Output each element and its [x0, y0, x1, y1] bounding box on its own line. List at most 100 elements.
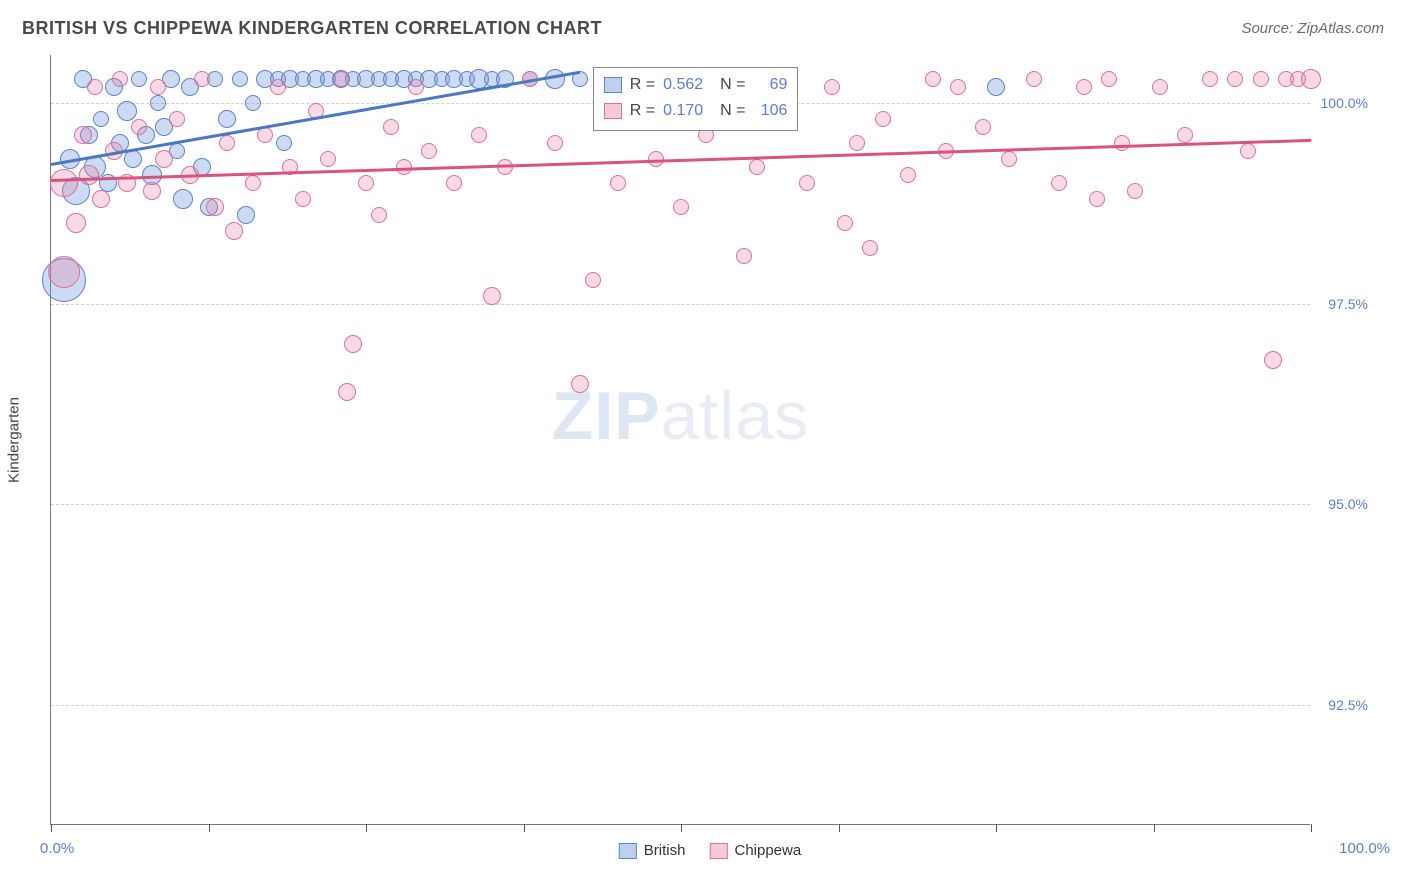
legend-item: British [619, 842, 686, 859]
stats-r-label: R = [630, 72, 655, 98]
x-axis-min-label: 0.0% [40, 840, 74, 857]
data-point [237, 206, 255, 224]
trend-line [51, 139, 1311, 182]
data-point [344, 335, 362, 353]
data-point [950, 79, 966, 95]
x-tick [524, 824, 525, 832]
stats-r-value: 0.170 [663, 98, 703, 124]
y-tick-label: 97.5% [1316, 296, 1368, 312]
stats-swatch [604, 103, 622, 119]
data-point [150, 79, 166, 95]
data-point [408, 79, 424, 95]
data-point [547, 135, 563, 151]
data-point [276, 135, 292, 151]
data-point [270, 79, 286, 95]
legend-label: British [644, 842, 686, 859]
data-point [421, 143, 437, 159]
x-tick [209, 824, 210, 832]
data-point [1114, 135, 1130, 151]
x-tick [1154, 824, 1155, 832]
data-point [358, 175, 374, 191]
plot-area: ZIPatlas 92.5%95.0%97.5%100.0%R =0.562 N… [50, 55, 1310, 825]
data-point [1089, 191, 1105, 207]
stats-swatch [604, 77, 622, 93]
x-tick [996, 824, 997, 832]
data-point [131, 71, 147, 87]
data-point [1227, 71, 1243, 87]
data-point [1026, 71, 1042, 87]
data-point [150, 95, 166, 111]
data-point [155, 150, 173, 168]
data-point [736, 248, 752, 264]
x-tick [366, 824, 367, 832]
stats-n-label: N = [711, 98, 745, 124]
data-point [585, 272, 601, 288]
data-point [112, 71, 128, 87]
data-point [143, 182, 161, 200]
data-point [1101, 71, 1117, 87]
data-point [206, 198, 224, 216]
data-point [1240, 143, 1256, 159]
data-point [824, 79, 840, 95]
gridline-h [51, 504, 1310, 505]
chart-container: Kindergarten ZIPatlas 92.5%95.0%97.5%100… [50, 55, 1370, 825]
data-point [1177, 127, 1193, 143]
data-point [673, 199, 689, 215]
data-point [610, 175, 626, 191]
y-tick-label: 100.0% [1316, 95, 1368, 111]
data-point [333, 71, 349, 87]
data-point [169, 111, 185, 127]
y-axis-label: Kindergarten [6, 397, 23, 483]
data-point [245, 175, 261, 191]
stats-row: R =0.562 N =69 [604, 72, 788, 98]
data-point [117, 101, 137, 121]
stats-row: R = 0.170 N = 106 [604, 98, 788, 124]
data-point [92, 190, 110, 208]
data-point [74, 126, 92, 144]
data-point [497, 159, 513, 175]
data-point [900, 167, 916, 183]
stats-box: R =0.562 N =69R =0.170 N =106 [593, 67, 799, 131]
data-point [1264, 351, 1282, 369]
data-point [446, 175, 462, 191]
legend-label: Chippewa [734, 842, 801, 859]
chart-header: BRITISH VS CHIPPEWA KINDERGARTEN CORRELA… [0, 0, 1406, 49]
data-point [483, 287, 501, 305]
data-point [79, 165, 99, 185]
data-point [799, 175, 815, 191]
data-point [1253, 71, 1269, 87]
stats-r-label: R = [630, 98, 655, 124]
data-point [1301, 69, 1321, 89]
data-point [545, 69, 565, 89]
data-point [50, 169, 78, 197]
data-point [1127, 183, 1143, 199]
x-tick [839, 824, 840, 832]
data-point [93, 111, 109, 127]
data-point [124, 150, 142, 168]
data-point [245, 95, 261, 111]
chart-title: BRITISH VS CHIPPEWA KINDERGARTEN CORRELA… [22, 18, 602, 39]
chart-legend: British Chippewa [619, 842, 801, 859]
data-point [194, 71, 210, 87]
data-point [849, 135, 865, 151]
y-tick-label: 92.5% [1316, 697, 1368, 713]
data-point [371, 207, 387, 223]
data-point [338, 383, 356, 401]
data-point [219, 135, 235, 151]
data-point [320, 151, 336, 167]
data-point [257, 127, 273, 143]
stats-r-value: 0.562 [663, 72, 703, 98]
data-point [1076, 79, 1092, 95]
data-point [295, 191, 311, 207]
legend-swatch [619, 843, 637, 859]
data-point [862, 240, 878, 256]
chart-source: Source: ZipAtlas.com [1241, 20, 1384, 37]
gridline-h [51, 304, 1310, 305]
data-point [1152, 79, 1168, 95]
x-tick [1311, 824, 1312, 832]
legend-item: Chippewa [709, 842, 801, 859]
data-point [571, 375, 589, 393]
stats-n-value: 106 [753, 98, 787, 124]
gridline-h [51, 705, 1310, 706]
data-point [987, 78, 1005, 96]
